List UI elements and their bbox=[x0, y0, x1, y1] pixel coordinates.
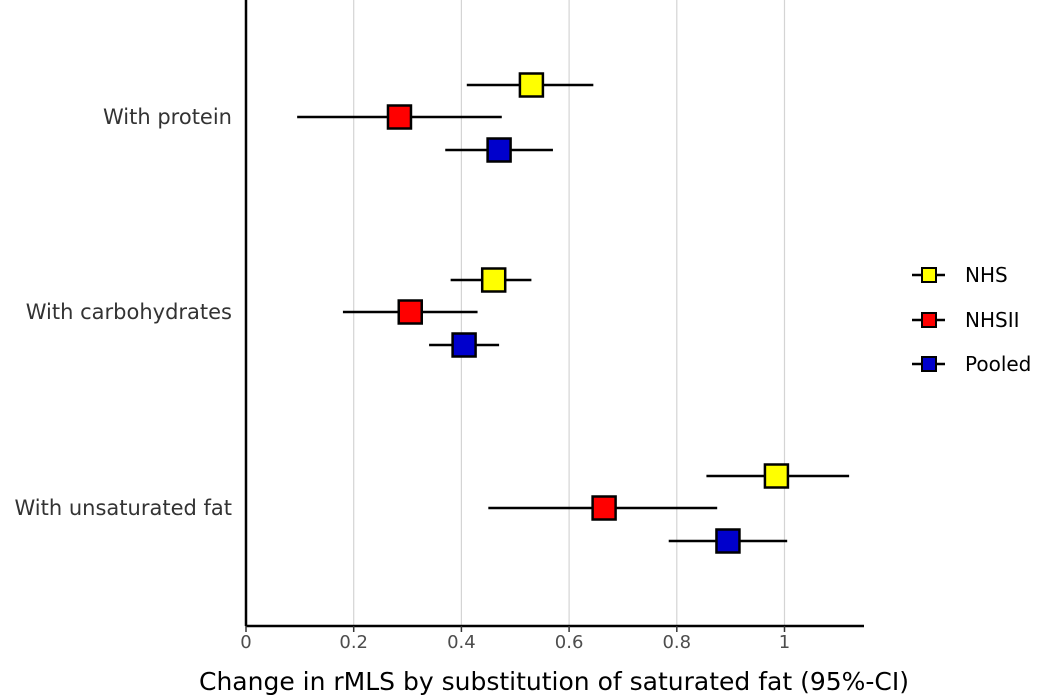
legend-label-pooled: Pooled bbox=[965, 352, 1031, 376]
legend: NHS NHSII Pooled bbox=[912, 263, 1031, 376]
estimate-box-pooled-2 bbox=[715, 528, 741, 554]
legend-label-nhs: NHS bbox=[965, 263, 1008, 287]
estimate-box-nhs-0 bbox=[518, 72, 545, 98]
x-tick-label-5: 1 bbox=[779, 632, 790, 653]
estimate-box-nhsii-2 bbox=[591, 495, 617, 521]
estimate-marks bbox=[297, 72, 850, 554]
x-axis-title: Change in rMLS by substitution of satura… bbox=[199, 667, 909, 696]
legend-swatch-pooled bbox=[921, 356, 937, 372]
estimate-box-nhsii-1 bbox=[397, 299, 423, 325]
legend-label-nhsii: NHSII bbox=[965, 308, 1020, 332]
category-label-1: With carbohydrates bbox=[26, 300, 232, 324]
estimate-box-nhsii-0 bbox=[386, 104, 413, 130]
x-tick-label-1: 0.2 bbox=[339, 632, 368, 653]
estimate-box-nhs-2 bbox=[763, 463, 790, 489]
estimate-box-pooled-1 bbox=[451, 332, 477, 358]
grid-lines bbox=[353, 0, 786, 626]
estimate-box-pooled-0 bbox=[486, 137, 512, 163]
category-label-2: With unsaturated fat bbox=[15, 496, 233, 520]
category-label-0: With protein bbox=[103, 105, 232, 129]
legend-swatch-nhsii bbox=[921, 312, 937, 328]
x-tick-label-3: 0.6 bbox=[555, 632, 584, 653]
x-axis: 0 0.2 0.4 0.6 0.8 1 bbox=[240, 624, 864, 653]
category-labels: With protein With carbohydrates With unsat… bbox=[15, 105, 233, 520]
x-tick-label-4: 0.8 bbox=[662, 632, 691, 653]
x-tick-label-2: 0.4 bbox=[447, 632, 476, 653]
x-tick-label-0: 0 bbox=[240, 632, 251, 653]
estimate-box-nhs-1 bbox=[480, 267, 507, 293]
legend-swatch-nhs bbox=[921, 267, 937, 283]
